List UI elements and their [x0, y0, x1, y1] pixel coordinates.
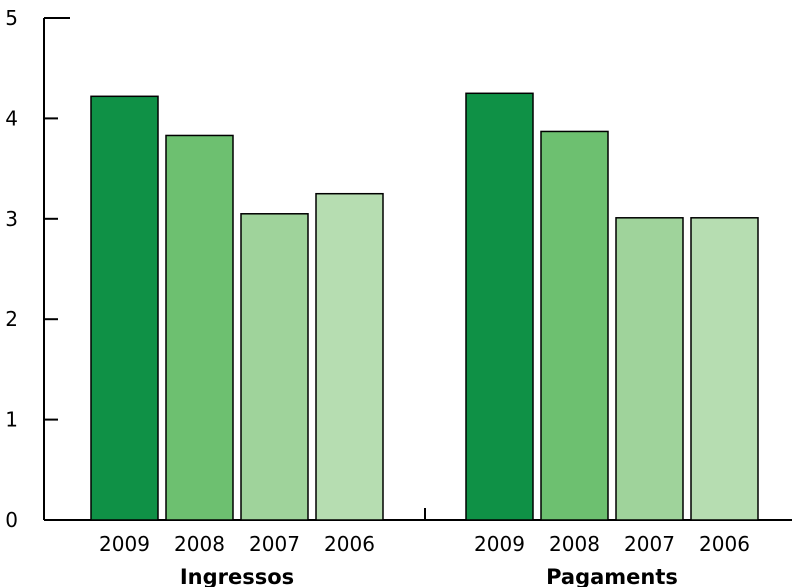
labels: 0 1 2 3 4 5 2009 2008 2007 2006 Ingressos 2009 2008 2…	[5, 6, 750, 587]
bar-pagaments-2006	[690, 217, 759, 521]
bar-pagaments-2008	[540, 130, 609, 521]
bar-ingressos-2009	[90, 95, 159, 521]
bar-ingressos-2006	[315, 192, 384, 521]
x-tick-label-ingressos-2006: 2006	[324, 532, 375, 556]
x-tick-label-ingressos-2008: 2008	[174, 532, 225, 556]
x-tick-label-pagaments-2009: 2009	[474, 532, 525, 556]
bar-ingressos-2007	[240, 213, 309, 521]
group-label-ingressos: Ingressos	[180, 565, 294, 587]
x-tick-label-pagaments-2007: 2007	[624, 532, 675, 556]
bar-pagaments-2007	[615, 217, 684, 521]
y-tick-label-2: 2	[5, 307, 18, 331]
x-tick-label-ingressos-2009: 2009	[99, 532, 150, 556]
y-tick-label-0: 0	[5, 508, 18, 532]
x-tick-label-ingressos-2007: 2007	[249, 532, 300, 556]
y-tick-label-5: 5	[5, 6, 18, 30]
y-tick-label-3: 3	[5, 207, 18, 231]
x-tick-label-pagaments-2008: 2008	[549, 532, 600, 556]
group-label-pagaments: Pagaments	[546, 565, 678, 587]
x-tick-label-pagaments-2006: 2006	[699, 532, 750, 556]
bars	[90, 92, 759, 521]
bar-pagaments-2009	[465, 92, 534, 521]
y-tick-label-4: 4	[5, 106, 18, 130]
y-tick-label-1: 1	[5, 408, 18, 432]
bar-ingressos-2008	[165, 134, 234, 521]
